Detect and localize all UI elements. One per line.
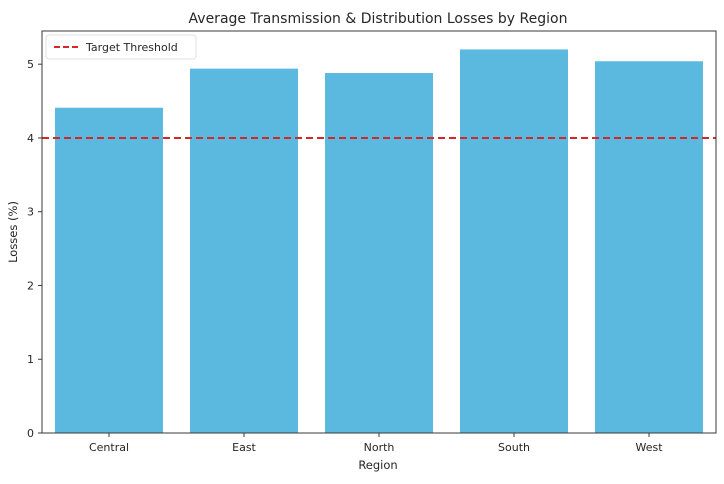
bar-south bbox=[460, 49, 568, 433]
bar-north bbox=[325, 73, 433, 433]
chart-title: Average Transmission & Distribution Loss… bbox=[189, 11, 568, 27]
x-tick-label: Central bbox=[89, 441, 129, 454]
x-tick-label: East bbox=[232, 441, 256, 454]
x-tick-label: West bbox=[635, 441, 663, 454]
y-tick-label: 3 bbox=[27, 206, 34, 219]
legend-box bbox=[45, 34, 197, 60]
legend-entry-label: Target Threshold bbox=[85, 41, 178, 54]
bar-central bbox=[55, 107, 163, 434]
y-tick-label: 1 bbox=[27, 353, 34, 366]
y-tick-label: 2 bbox=[27, 279, 34, 292]
legend: Target Threshold bbox=[45, 34, 197, 60]
y-tick-label: 4 bbox=[27, 132, 34, 145]
bar-east bbox=[190, 68, 298, 433]
x-tick-label: South bbox=[498, 441, 530, 454]
y-tick-label: 5 bbox=[27, 58, 34, 71]
x-axis-label: Region bbox=[358, 458, 397, 472]
x-tick-label: North bbox=[364, 441, 395, 454]
bars-layer bbox=[55, 49, 703, 434]
y-axis-label: Losses (%) bbox=[6, 201, 20, 263]
y-tick-label: 0 bbox=[27, 427, 34, 440]
y-axis: 0 1 2 3 4 5 bbox=[27, 58, 42, 440]
bar-west bbox=[595, 61, 703, 434]
x-axis: Central East North South West bbox=[89, 433, 663, 454]
